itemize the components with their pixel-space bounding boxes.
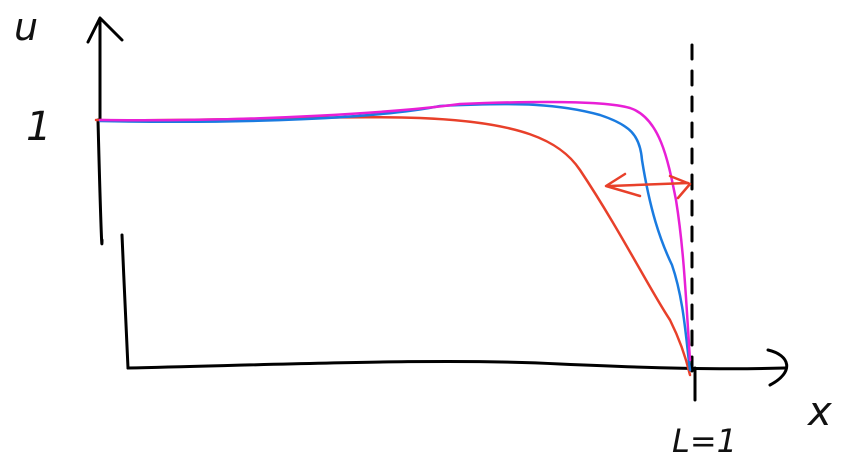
- x-mark-label: L=1: [672, 422, 737, 460]
- x-axis-arrow: [766, 348, 789, 387]
- x-axis: [126, 359, 787, 371]
- x-axis-label: x: [806, 389, 832, 435]
- y-axis-arrow: [86, 16, 124, 44]
- curve-red: [94, 116, 692, 377]
- y-axis: [96, 18, 130, 370]
- curve-magenta: [98, 100, 692, 362]
- y-axis-label: u: [14, 5, 38, 49]
- y-mark-label: 1: [26, 104, 51, 150]
- curve-blue: [98, 102, 692, 372]
- shift-arrow: [604, 172, 692, 200]
